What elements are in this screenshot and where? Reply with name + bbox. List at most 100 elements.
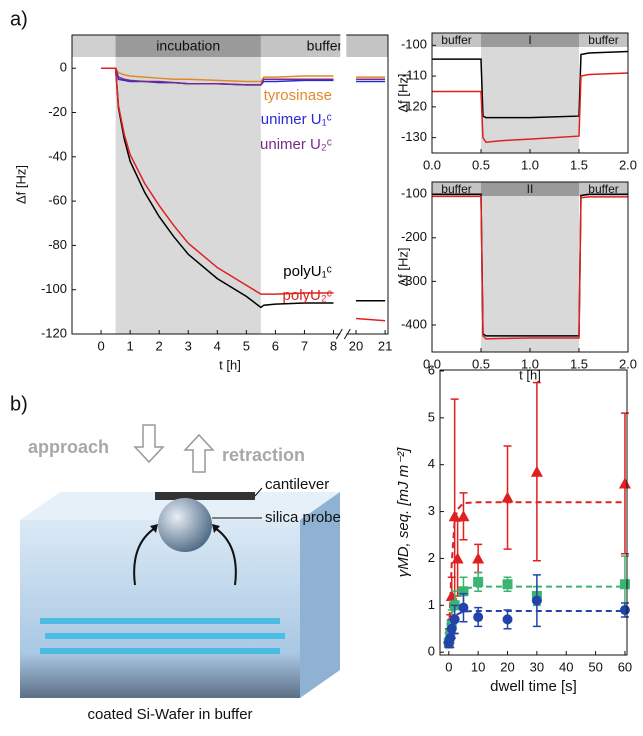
marker (619, 579, 630, 590)
region-bar (115, 35, 261, 57)
break-mark (335, 328, 351, 340)
x-tick-label: 1.5 (570, 157, 588, 172)
x-tick-label: 60 (618, 659, 632, 674)
y-tick-label: 6 (428, 362, 435, 377)
y-tick-label: -120 (41, 325, 67, 340)
probe-label: silica probe (265, 509, 341, 526)
region-label: buffer (441, 33, 471, 47)
line (101, 67, 334, 83)
y-axis-label: γMD, seq. [mJ m⁻²] (395, 447, 412, 577)
x-tick-label: 1.0 (521, 356, 539, 371)
arrowhead (150, 524, 158, 533)
marker (501, 491, 514, 503)
y-tick-label: -100 (401, 186, 427, 201)
x-tick-label: 20 (349, 338, 363, 353)
marker (473, 576, 484, 587)
axis-break (340, 34, 347, 335)
y-tick-label: -20 (48, 104, 67, 119)
y-tick-label: -300 (401, 273, 427, 288)
x-tick-label: 20 (500, 659, 514, 674)
region-label: buffer (588, 33, 618, 47)
molecules (40, 618, 285, 654)
y-tick-label: 4 (428, 456, 435, 471)
leader-line (254, 487, 263, 497)
y-axis-label: Δf [Hz] (395, 247, 410, 286)
fit-line (447, 501, 625, 639)
line (432, 195, 628, 340)
x-tick-label: 7 (301, 338, 308, 353)
y-tick-label: -110 (402, 68, 427, 83)
line (432, 50, 629, 119)
x-tick-label: 0 (445, 659, 452, 674)
x-tick-label: 30 (530, 659, 544, 674)
plot-frame (439, 369, 628, 656)
y-tick-label: 0 (60, 60, 67, 75)
y-axis-label: Δf [Hz] (13, 165, 28, 204)
legend-entry: tyrosinase (264, 87, 332, 104)
marker (619, 605, 630, 615)
x-tick-label: 10 (471, 659, 485, 674)
y-axis-label: Δf [Hz] (395, 73, 410, 112)
line (101, 67, 334, 86)
y-tick-label: -60 (48, 193, 67, 208)
x-tick-label: 2.0 (619, 157, 637, 172)
cantilever-label: cantilever (265, 476, 329, 493)
marker (530, 465, 543, 477)
region-bar (432, 182, 481, 196)
y-tick-label: -130 (401, 129, 427, 144)
y-tick-label: -200 (401, 229, 427, 244)
line (355, 317, 386, 322)
x-axis-label: t [h] (219, 357, 241, 372)
y-tick-label: 0 (428, 644, 435, 659)
shaded-region (481, 47, 579, 153)
chart: buffer II buffer -100 -200 -300 -400 0.0 0.5 1.0 1… (395, 181, 637, 382)
substrate-label: coated Si-Wafer in buffer (87, 706, 252, 723)
region-bar (481, 182, 579, 196)
y-tick-label: -40 (48, 148, 67, 163)
approach-label: approach (28, 437, 109, 457)
box-front (20, 520, 300, 698)
approach-arrow (133, 424, 165, 464)
y-tick-label: 2 (428, 550, 435, 565)
region-label: I (528, 33, 531, 47)
arrow (214, 527, 237, 586)
line (432, 72, 629, 144)
x-tick-label: 4 (214, 338, 221, 353)
region-label: buffer (588, 182, 618, 196)
marker (472, 552, 485, 564)
x-tick-label: 0.0 (423, 356, 441, 371)
x-tick-label: 2.0 (619, 356, 637, 371)
x-tick-label: 6 (272, 338, 279, 353)
y-tick-label: 5 (428, 409, 435, 424)
arrowhead (212, 524, 220, 533)
marker (449, 614, 460, 625)
panel-label: b) (10, 393, 28, 415)
plot-frame (71, 34, 389, 335)
x-tick-label: 8 (330, 338, 337, 353)
legend-entry: polyU₂ᶜ (283, 287, 332, 304)
x-tick-label: 50 (588, 659, 602, 674)
marker (448, 510, 461, 522)
x-tick-label: 21 (378, 338, 392, 353)
x-axis-label: t [h] (519, 367, 541, 382)
x-tick-label: 5 (243, 338, 250, 353)
y-tick-label: -80 (48, 237, 67, 252)
x-tick-label: 1.0 (521, 157, 539, 172)
y-tick-label: 1 (428, 597, 435, 612)
line (101, 67, 334, 295)
region-label: incubation (156, 38, 220, 54)
region-bar (579, 33, 628, 47)
region-bar (432, 33, 481, 47)
shaded-region (481, 196, 579, 352)
x-tick-label: 0 (97, 338, 104, 353)
x-tick-label: 1.5 (570, 356, 588, 371)
y-tick-label: -400 (401, 316, 427, 331)
marker (457, 510, 470, 522)
legend-entry: polyU₁ᶜ (283, 263, 332, 280)
probe-sphere (158, 498, 212, 552)
retraction-label: retraction (222, 445, 305, 465)
x-tick-label: 1 (126, 338, 133, 353)
